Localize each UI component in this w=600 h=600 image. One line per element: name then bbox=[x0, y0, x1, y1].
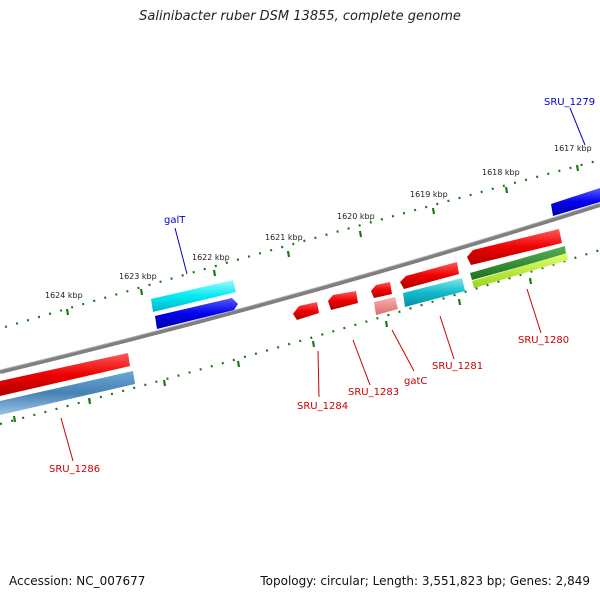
kbp-label-1623: 1623 kbp bbox=[119, 272, 157, 281]
lower-major-ticks bbox=[12, 277, 533, 423]
kbp-label-1617: 1617 kbp bbox=[554, 144, 592, 153]
genome-backbone bbox=[0, 203, 600, 374]
gene-label-sru-1280[interactable]: SRU_1280 bbox=[518, 335, 569, 346]
gene-label-sru-1279[interactable]: SRU_1279 bbox=[544, 97, 595, 108]
map-title: Salinibacter ruber DSM 13855, complete g… bbox=[139, 9, 461, 24]
cds-sru-1280[interactable] bbox=[472, 253, 568, 288]
cds-sru-1281[interactable] bbox=[403, 278, 465, 307]
cds-sru-1284[interactable] bbox=[293, 302, 319, 320]
kbp-label-1621: 1621 kbp bbox=[265, 233, 303, 242]
cds-galt[interactable] bbox=[151, 280, 236, 312]
cds-sru-1283[interactable] bbox=[328, 291, 358, 310]
cds-sru-1281-red[interactable] bbox=[400, 262, 459, 289]
cds-sru-1280-green[interactable] bbox=[470, 246, 566, 280]
kbp-label-1620: 1620 kbp bbox=[337, 212, 375, 221]
cds-sru-1286-red[interactable] bbox=[0, 353, 130, 396]
gene-label-sru-1284[interactable]: SRU_1284 bbox=[297, 401, 348, 412]
cds-gatc-red[interactable] bbox=[371, 282, 392, 298]
kbp-label-1624: 1624 kbp bbox=[45, 291, 83, 300]
gene-label-sru-1283[interactable]: SRU_1283 bbox=[348, 387, 399, 398]
kbp-label-1622: 1622 kbp bbox=[192, 253, 230, 262]
gene-label-sru-1281[interactable]: SRU_1281 bbox=[432, 361, 483, 372]
gene-label-galt[interactable]: galT bbox=[164, 215, 186, 226]
gene-label-sru-1286[interactable]: SRU_1286 bbox=[49, 464, 100, 475]
leader-lines bbox=[60, 107, 586, 462]
cds-sru-1280-red[interactable] bbox=[467, 229, 562, 265]
genome-summary-text: Topology: circular; Length: 3,551,823 bp… bbox=[260, 574, 590, 588]
cds-sru-1279[interactable] bbox=[551, 188, 600, 216]
gene-label-gatc[interactable]: gatC bbox=[404, 376, 427, 387]
accession-text: Accession: NC_007677 bbox=[9, 574, 146, 588]
kbp-label-1618: 1618 kbp bbox=[482, 168, 520, 177]
cds-sru-1286[interactable] bbox=[0, 371, 135, 415]
lower-tick-ruler bbox=[0, 248, 600, 426]
cds-gatc[interactable] bbox=[374, 297, 398, 315]
cds-galt-blue-track[interactable] bbox=[155, 298, 238, 329]
upper-major-ticks bbox=[65, 164, 580, 316]
kbp-label-1619: 1619 kbp bbox=[410, 190, 448, 199]
